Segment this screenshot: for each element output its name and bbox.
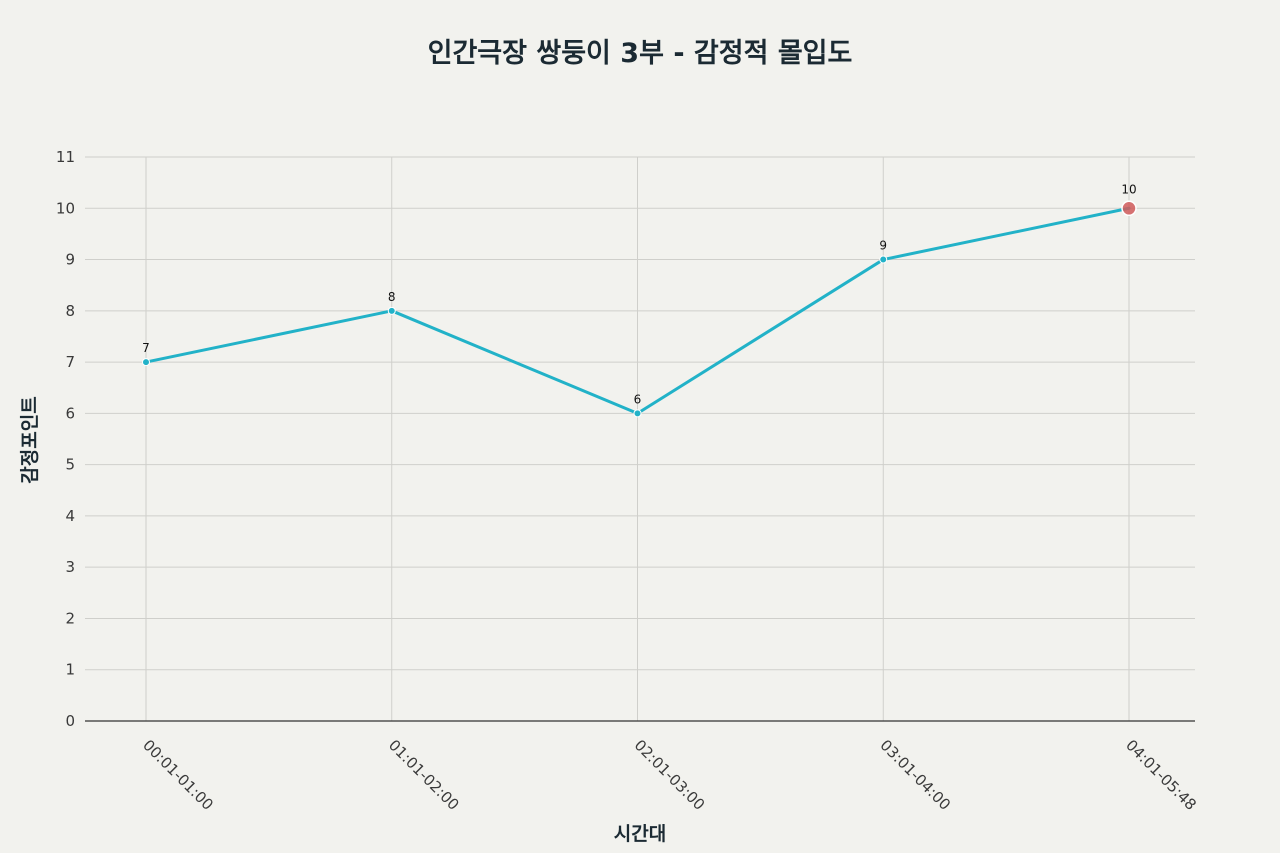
data-labels: 7 8 6 9 10 [142, 182, 1136, 406]
x-tick-label: 01:01-02:00 [385, 736, 463, 814]
chart-title: 인간극장 쌍둥이 3부 - 감정적 몰입도 [428, 38, 853, 69]
data-point [387, 306, 396, 315]
axes: 0 1 2 3 4 5 6 7 8 9 10 11 00:01-01:00 01:01-02:00 02:0… [56, 148, 1200, 814]
highlight-point [1121, 200, 1137, 217]
grid [85, 156, 1195, 721]
x-axis-title: 시간대 [614, 823, 666, 845]
y-tick-label: 6 [65, 404, 75, 422]
y-tick-label: 10 [56, 199, 75, 217]
y-tick-label: 1 [65, 661, 75, 679]
x-tick-label: 02:01-03:00 [631, 736, 709, 814]
data-label: 9 [879, 239, 887, 253]
y-tick-label: 11 [56, 148, 75, 166]
data-label: 8 [388, 290, 396, 304]
x-tick-label: 00:01-01:00 [139, 736, 217, 814]
data-point [633, 409, 642, 418]
y-tick-label: 4 [65, 507, 75, 525]
data-point [142, 358, 150, 367]
y-tick-label: 7 [65, 353, 75, 371]
data-label: 7 [142, 341, 150, 355]
data-point [879, 255, 888, 264]
x-tick-label: 03:01-04:00 [876, 736, 954, 814]
y-tick-label: 0 [65, 712, 75, 730]
y-tick-label: 8 [65, 302, 75, 320]
y-tick-label: 3 [65, 558, 75, 576]
data-label: 6 [634, 392, 642, 406]
x-tick-label: 04:01-05:48 [1122, 736, 1200, 814]
y-axis-title: 감정포인트 [19, 396, 41, 483]
y-tick-label: 9 [65, 251, 75, 269]
series [142, 200, 1137, 418]
data-label: 10 [1121, 182, 1136, 196]
y-tick-label: 2 [65, 609, 75, 627]
y-tick-label: 5 [65, 456, 75, 474]
